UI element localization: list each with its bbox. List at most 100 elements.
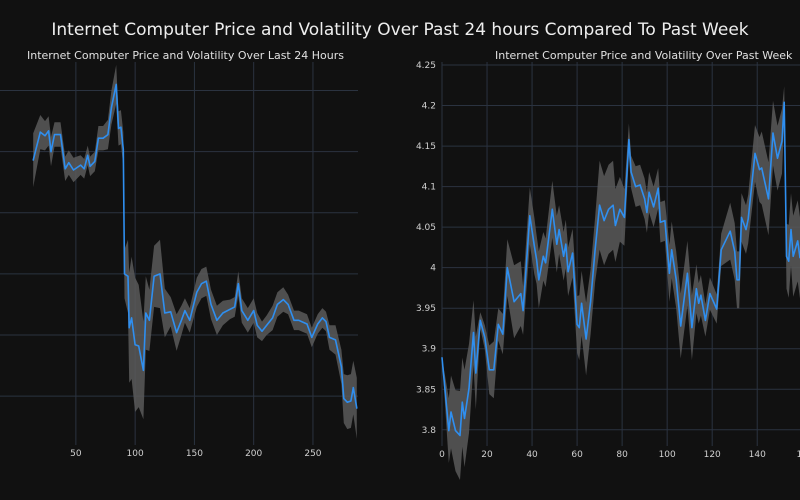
price-point [205, 280, 207, 282]
price-point [282, 298, 284, 301]
price-point [148, 319, 150, 321]
price-point [311, 336, 313, 339]
price-point [298, 319, 300, 321]
price-point [580, 302, 583, 304]
price-point [115, 83, 117, 86]
volatility-band [33, 64, 357, 439]
price-point [747, 218, 749, 220]
price-point [256, 324, 258, 326]
x-tick-label: 140 [749, 450, 766, 460]
price-point [738, 279, 740, 281]
price-point [153, 275, 155, 277]
price-point [562, 255, 565, 257]
price-point [189, 319, 191, 321]
price-point [488, 369, 490, 371]
y-tick-label: 4.15 [416, 142, 436, 152]
price-point [229, 308, 231, 310]
price-point [590, 301, 592, 303]
price-point [210, 303, 212, 306]
price-point [142, 369, 145, 372]
price-point [659, 221, 662, 223]
price-point [630, 171, 632, 173]
price-point [468, 387, 470, 390]
price-point [698, 302, 700, 304]
price-point [619, 208, 621, 210]
x-tick-label: 100 [127, 449, 144, 459]
price-point [247, 319, 249, 321]
price-point [107, 133, 109, 136]
price-point [321, 317, 324, 319]
price-point [328, 336, 331, 339]
price-point [594, 249, 596, 251]
price-point [356, 407, 358, 409]
price-point [657, 187, 659, 189]
y-tick-label: 4.25 [416, 61, 436, 71]
price-point [664, 220, 666, 222]
price-point [138, 345, 140, 347]
price-point [180, 319, 182, 321]
price-point [184, 309, 186, 312]
price-point [145, 312, 147, 314]
price-point [39, 131, 41, 133]
price-point [127, 275, 129, 277]
price-point [334, 339, 337, 341]
price-point [736, 279, 738, 281]
price-point [272, 317, 274, 319]
price-point [48, 130, 50, 132]
price-point [472, 331, 475, 334]
price-point [325, 320, 327, 323]
price-point [343, 397, 345, 400]
price-point [253, 309, 255, 312]
price-point [306, 323, 308, 325]
volatility-band [442, 86, 800, 480]
price-point [599, 204, 601, 206]
price-point [648, 191, 650, 193]
price-point [448, 429, 450, 432]
price-point [117, 127, 120, 130]
price-point [463, 417, 466, 420]
price-point [130, 317, 133, 319]
left-chart-24h: 50 100 150 200 250 [0, 62, 358, 459]
price-point [237, 283, 239, 285]
price-point [783, 101, 785, 103]
price-point [709, 293, 711, 295]
x-tick-label: 20 [481, 450, 493, 460]
price-point [346, 401, 348, 403]
price-point [734, 250, 736, 253]
price-point [176, 331, 178, 334]
price-point [170, 311, 172, 313]
price-point [53, 133, 56, 136]
y-tick-label: 4 [430, 264, 436, 274]
x-tick-label: 200 [245, 449, 262, 459]
price-point [50, 151, 52, 153]
x-tick-label: 150 [186, 449, 203, 459]
price-point [585, 338, 587, 340]
price-point [68, 162, 70, 164]
price-point [513, 301, 515, 303]
price-point [558, 228, 560, 231]
price-point [729, 230, 731, 232]
y-tick-label: 3.85 [416, 385, 436, 395]
price-point [59, 133, 62, 136]
x-tick-label: 0 [439, 450, 445, 460]
price-point [608, 208, 610, 210]
price-point [128, 327, 130, 329]
right-chart-week: 3.8 3.85 3.9 3.95 4 4.05 4.1 4.15 4.2 4.25 0 20 40 60… [416, 61, 800, 480]
price-point [695, 288, 698, 290]
price-point [646, 211, 648, 214]
price-point [196, 291, 198, 293]
price-point [535, 258, 538, 261]
price-point [450, 411, 452, 413]
price-point [551, 208, 553, 210]
price-point [758, 168, 761, 171]
price-point [538, 279, 540, 281]
price-point [767, 198, 770, 200]
price-point [493, 369, 495, 371]
price-point [80, 164, 82, 166]
price-point [94, 160, 96, 163]
price-point [200, 283, 203, 285]
price-point [740, 216, 743, 218]
price-point [691, 327, 693, 329]
price-point [720, 249, 722, 251]
